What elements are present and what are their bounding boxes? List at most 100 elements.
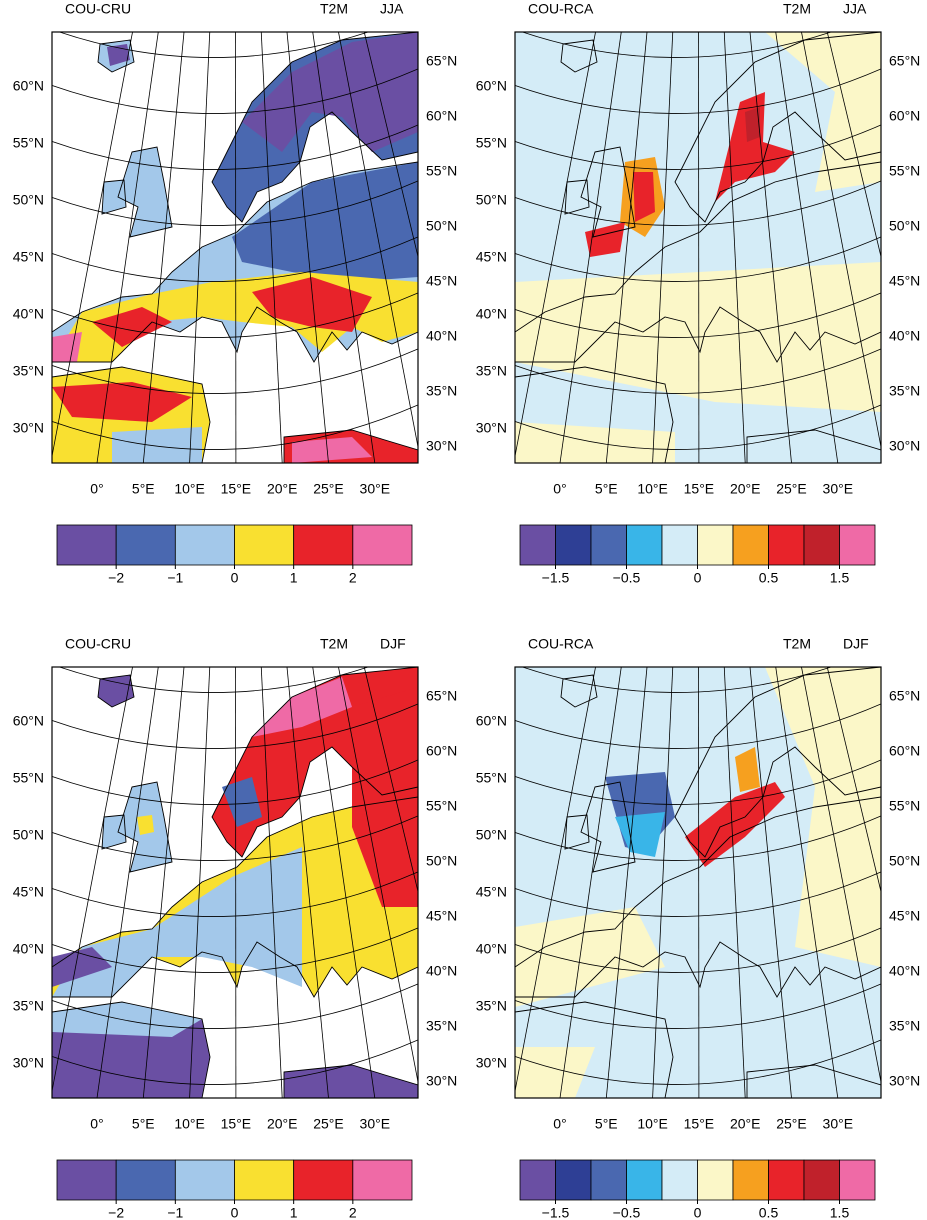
- coastline: [746, 1064, 881, 1098]
- colorbar-box: [661, 524, 698, 566]
- coastline: [117, 146, 173, 238]
- colorbar-tick-label: −0.5: [613, 570, 641, 586]
- lat-label: 30°N: [476, 1055, 507, 1071]
- meridian: [142, 32, 185, 463]
- map-area: [515, 32, 881, 463]
- colorbar-tick-label: 1.5: [830, 1205, 850, 1220]
- panel-season: DJF: [380, 636, 406, 652]
- map-frame: [51, 31, 419, 464]
- colorbar-box: [697, 1159, 734, 1201]
- coastline: [52, 796, 418, 998]
- lon-label: 25°E: [313, 1116, 344, 1132]
- meridian: [52, 667, 133, 1094]
- colorbar-box: [626, 524, 663, 566]
- coastline: [674, 667, 881, 858]
- lon-label: 5°E: [595, 1116, 618, 1132]
- map-region: [765, 667, 881, 967]
- map-region: [715, 92, 795, 202]
- map-frame: [51, 666, 419, 1099]
- lon-label: 10°E: [637, 481, 668, 497]
- parallel: [515, 703, 881, 749]
- colorbar-box: [661, 1159, 698, 1201]
- lon-label: 15°E: [684, 1116, 715, 1132]
- lat-label: 35°N: [13, 363, 44, 379]
- colorbar-box: [590, 524, 627, 566]
- lon-label: 30°E: [360, 1116, 391, 1132]
- meridian: [312, 32, 376, 463]
- lon-label: 15°E: [221, 481, 252, 497]
- meridian: [363, 32, 418, 259]
- colorbar-box: [115, 1159, 176, 1201]
- colorbar-box: [697, 524, 734, 566]
- panel-season: JJA: [843, 1, 867, 17]
- map-region: [112, 427, 202, 463]
- lon-label: 20°E: [730, 481, 761, 497]
- lat-label: 55°N: [889, 798, 920, 814]
- parallel: [58, 32, 370, 58]
- coastline: [117, 781, 173, 873]
- lat-label: 45°N: [13, 884, 44, 900]
- map-region: [222, 777, 262, 827]
- map-region: [252, 677, 352, 737]
- lat-label: 50°N: [13, 827, 44, 843]
- lat-label: 55°N: [889, 163, 920, 179]
- lat-label: 40°N: [426, 963, 457, 979]
- map-region: [515, 667, 881, 1098]
- coastline: [52, 1001, 211, 1098]
- lon-label: 30°E: [360, 481, 391, 497]
- colorbar-box: [626, 1159, 663, 1201]
- panel-label: COU-CRU: [65, 636, 131, 652]
- lon-label: 0°: [90, 481, 103, 497]
- parallel: [521, 667, 833, 693]
- meridian: [605, 667, 648, 1098]
- colorbar-box: [352, 524, 413, 566]
- parallel: [515, 68, 881, 114]
- colorbar-box: [234, 1159, 295, 1201]
- lat-label: 45°N: [476, 884, 507, 900]
- map-region: [252, 277, 372, 332]
- meridian: [775, 32, 839, 463]
- map-area: [515, 667, 881, 1098]
- coastline: [211, 667, 418, 858]
- map-region: [52, 332, 82, 362]
- colorbar-tick-label: −1.5: [542, 570, 570, 586]
- lat-label: 35°N: [426, 1018, 457, 1034]
- panel-variable: T2M: [783, 636, 811, 652]
- lat-label: 35°N: [13, 998, 44, 1014]
- panel-label: COU-CRU: [65, 1, 131, 17]
- coastline: [580, 781, 636, 873]
- map-frame: [514, 31, 882, 464]
- meridian: [52, 32, 133, 459]
- coastline: [560, 674, 598, 708]
- meridian: [775, 667, 839, 1098]
- lat-label: 35°N: [889, 1018, 920, 1034]
- colorbar-tick-label: −1.5: [542, 1205, 570, 1220]
- map-region: [765, 32, 881, 192]
- lat-label: 40°N: [426, 328, 457, 344]
- meridian: [363, 667, 418, 894]
- lat-label: 65°N: [889, 688, 920, 704]
- map-panel: COU-CRU T2M DJF 60°N 55°N 50°N 45°N 40°N 35°N 30°…: [13, 636, 458, 1220]
- meridian: [338, 667, 418, 1084]
- colorbar-tick-label: 1: [290, 1205, 298, 1220]
- coastline: [515, 366, 674, 463]
- coastline: [515, 161, 881, 363]
- lat-label: 45°N: [476, 249, 507, 265]
- colorbar-box: [839, 1159, 876, 1201]
- map-frame: [514, 666, 882, 1099]
- map-region: [352, 687, 418, 907]
- coastline: [564, 179, 590, 215]
- panel-season: DJF: [843, 636, 869, 652]
- meridian: [698, 32, 700, 463]
- map-region: [242, 32, 418, 152]
- lon-label: 10°E: [174, 1116, 205, 1132]
- colorbar-tick-label: 2: [349, 1205, 357, 1220]
- colorbar-box: [732, 1159, 769, 1201]
- coastline: [746, 429, 881, 463]
- lon-label: 0°: [553, 481, 566, 497]
- colorbar-box: [293, 524, 354, 566]
- lon-label: 20°E: [267, 1116, 298, 1132]
- meridian: [559, 667, 622, 1098]
- map-region: [633, 172, 655, 222]
